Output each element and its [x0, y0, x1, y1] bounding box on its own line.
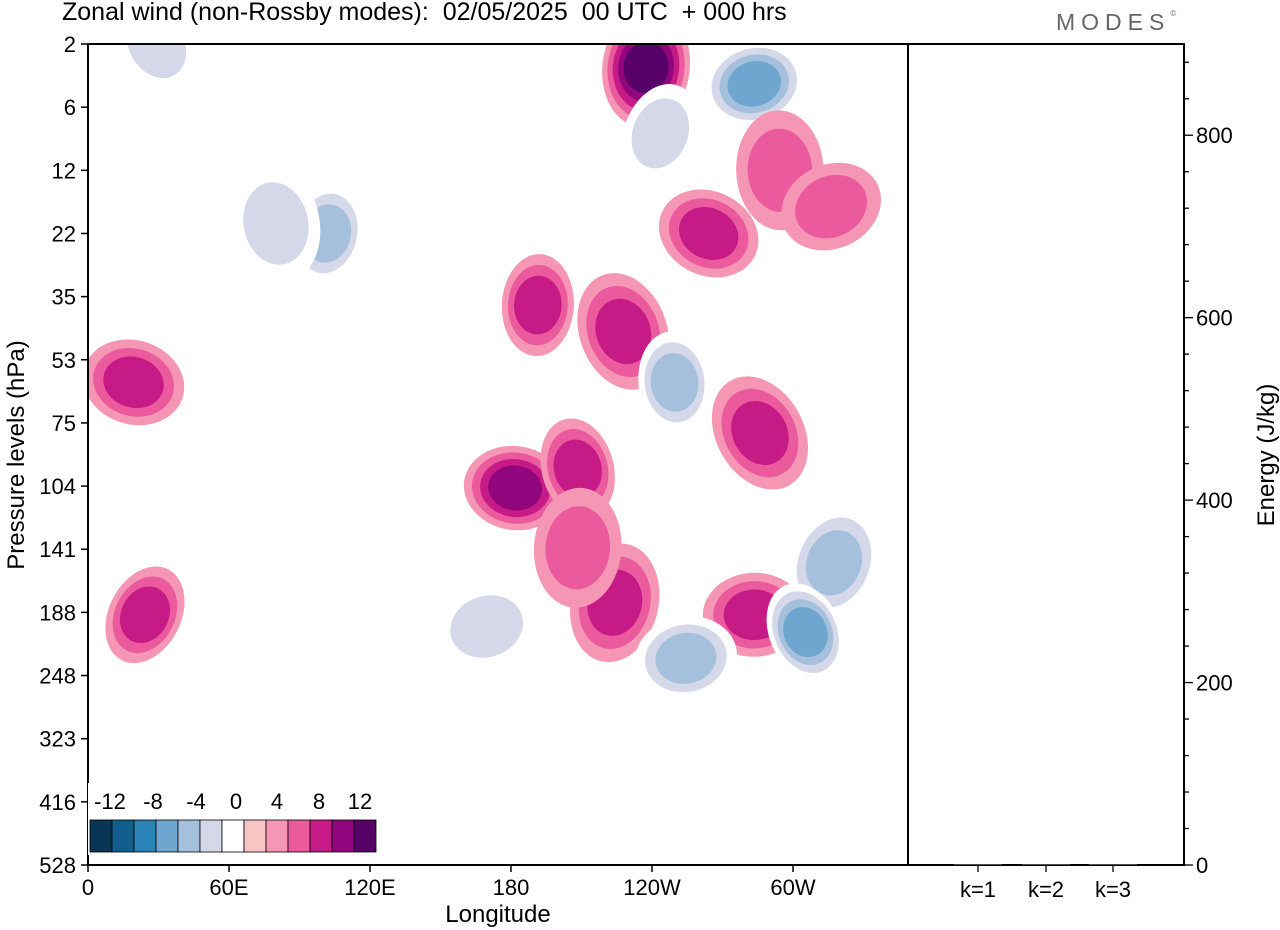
colorbar-swatch — [155, 819, 179, 853]
wind-anomaly-positive — [711, 376, 808, 490]
contour-level — [243, 182, 309, 265]
wind-anomaly-negative — [116, 44, 197, 92]
contour-level — [103, 356, 164, 409]
y-tick-label: 104 — [39, 474, 76, 499]
y-tick-label: 12 — [52, 158, 76, 183]
contour-level — [783, 607, 828, 658]
energy-bar-k=2 — [1022, 864, 1070, 866]
y-tick-label: 416 — [39, 790, 76, 815]
contour-level — [727, 61, 781, 107]
contour-level — [650, 353, 699, 412]
wind-anomaly-positive — [463, 445, 567, 531]
energy-category-label: k=2 — [1028, 877, 1064, 902]
y-tick-label: 6 — [64, 95, 76, 120]
x-axis-label: Longitude — [445, 901, 550, 928]
contour-level — [795, 174, 868, 239]
wind-anomaly-positive — [781, 162, 881, 251]
x-tick-label: 120E — [344, 875, 395, 900]
colorbar-swatch — [331, 819, 355, 853]
contour-level — [679, 207, 739, 260]
contour-level — [595, 298, 652, 365]
energy-bar-panel: 0 200 400 600 800 Energy (J/kg) k=1 k=2 k=3 — [907, 43, 1280, 902]
colorbar-swatch — [221, 819, 245, 853]
energy-bar-k=3 — [1089, 864, 1137, 866]
wind-anomaly-negative — [703, 44, 805, 127]
y-tick-label: 248 — [39, 664, 76, 689]
energy-category-label: k=3 — [1095, 877, 1131, 902]
x-tick-label: 0 — [82, 875, 94, 900]
colorbar-swatch — [353, 819, 377, 853]
y-tick-label: 75 — [52, 411, 76, 436]
wind-anomaly-negative — [638, 331, 711, 434]
x-tick-label: 120W — [623, 875, 681, 900]
contour-level — [119, 586, 170, 644]
energy-frame — [907, 43, 1185, 866]
contour-level — [655, 632, 717, 684]
y-tick-label: 188 — [39, 600, 76, 625]
colorbar-swatch — [265, 819, 289, 853]
y-axis-label: Pressure levels (hPa) — [3, 340, 30, 569]
wind-anomaly-negative — [231, 164, 321, 284]
wind-anomaly-negative — [622, 84, 699, 183]
energy-axis-label: Energy (J/kg) — [1253, 384, 1280, 527]
x-tick-label: 60W — [770, 875, 815, 900]
chart-title: Zonal wind (non-Rossby modes): 02/05/202… — [62, 0, 787, 26]
energy-tick-label: 400 — [1196, 488, 1233, 513]
contour-level — [450, 595, 523, 658]
colorbar-swatch — [133, 819, 157, 853]
contour-level — [545, 506, 611, 590]
contour-level — [623, 44, 669, 93]
colorbar-swatch — [177, 819, 201, 853]
contour-level — [488, 465, 543, 511]
y-tick-label: 35 — [52, 285, 76, 310]
wind-anomaly-positive — [577, 273, 670, 390]
colorbar-swatch — [89, 819, 113, 853]
colorbar-label: -4 — [186, 789, 206, 814]
colorbar-label: 4 — [271, 789, 283, 814]
x-tick-label: 180 — [493, 875, 530, 900]
y-tick-label: 53 — [52, 348, 76, 373]
colorbar-swatch — [243, 819, 267, 853]
colorbar-swatch — [111, 819, 135, 853]
colorbar-label: -12 — [94, 789, 126, 814]
colorbar-legend: -12 -8 -4 0 4 8 12 — [88, 783, 384, 855]
wind-anomaly-positive — [658, 189, 759, 278]
colorbar-label: -8 — [143, 789, 163, 814]
colorbar-swatch — [309, 819, 333, 853]
colorbar-swatch — [199, 819, 223, 853]
energy-tick-label: 200 — [1196, 671, 1233, 696]
energy-bar-k=1 — [954, 864, 1002, 866]
y-tick-label: 22 — [52, 221, 76, 246]
colorbar-label: 8 — [313, 789, 325, 814]
modes-logo: MODES© — [1056, 9, 1177, 35]
contour-level — [631, 98, 690, 169]
wind-anomaly-negative — [634, 616, 738, 701]
colorbar-label: 0 — [230, 789, 242, 814]
y-tick-label: 528 — [39, 853, 76, 878]
zonal-wind-heatmap — [88, 44, 881, 701]
wind-anomaly-negative — [766, 583, 845, 681]
y-tick-label: 323 — [39, 727, 76, 752]
y-tick-label: 141 — [39, 537, 76, 562]
contour-level — [731, 400, 789, 465]
wind-anomaly-positive — [533, 487, 622, 608]
energy-tick-label: 0 — [1196, 853, 1208, 878]
energy-tick-label: 600 — [1196, 306, 1233, 331]
wind-anomaly-negative — [436, 583, 538, 670]
energy-category-label: k=1 — [960, 877, 996, 902]
contour-level — [553, 439, 602, 498]
wind-anomaly-positive — [501, 254, 574, 357]
wind-anomaly-positive — [105, 566, 185, 664]
x-tick-label: 60E — [209, 875, 248, 900]
energy-tick-label: 800 — [1196, 123, 1233, 148]
colorbar-label: 12 — [348, 789, 372, 814]
colorbar-swatch — [287, 819, 311, 853]
wind-anomaly-positive — [88, 339, 185, 426]
y-tick-label: 2 — [64, 32, 76, 57]
contour-level — [514, 275, 562, 335]
contour-level — [805, 530, 863, 596]
